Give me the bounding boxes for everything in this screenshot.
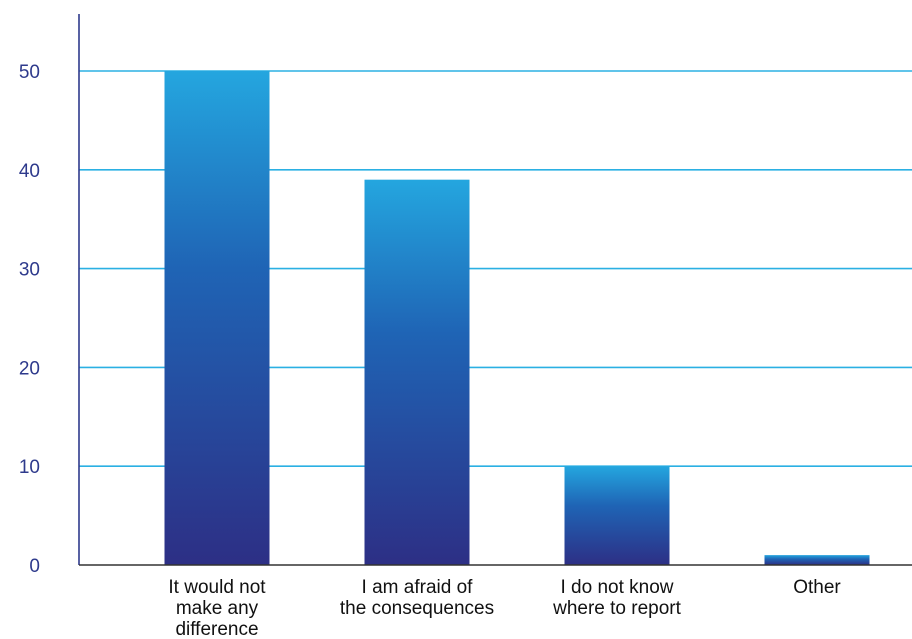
y-tick-label: 10 bbox=[19, 457, 40, 478]
y-tick-label: 30 bbox=[19, 260, 40, 281]
x-category-labels: It would not make any difference I am afrai… bbox=[168, 577, 841, 639]
bar bbox=[764, 555, 870, 565]
y-tick-labels: 0 10 20 30 40 50 bbox=[19, 62, 40, 577]
bar bbox=[364, 179, 470, 565]
bar bbox=[564, 466, 670, 565]
bar bbox=[164, 71, 270, 565]
bars bbox=[164, 71, 870, 565]
y-tick-label: 0 bbox=[29, 556, 40, 577]
x-category-label: It would not make any difference bbox=[168, 577, 266, 639]
x-category-label: I do not know where to report bbox=[552, 577, 682, 619]
y-tick-label: 40 bbox=[19, 161, 40, 182]
y-tick-label: 50 bbox=[19, 62, 40, 83]
x-category-label: I am afraid of the consequences bbox=[340, 577, 494, 619]
y-tick-label: 20 bbox=[19, 358, 40, 379]
axes bbox=[78, 14, 912, 566]
x-category-label: Other bbox=[793, 577, 841, 598]
